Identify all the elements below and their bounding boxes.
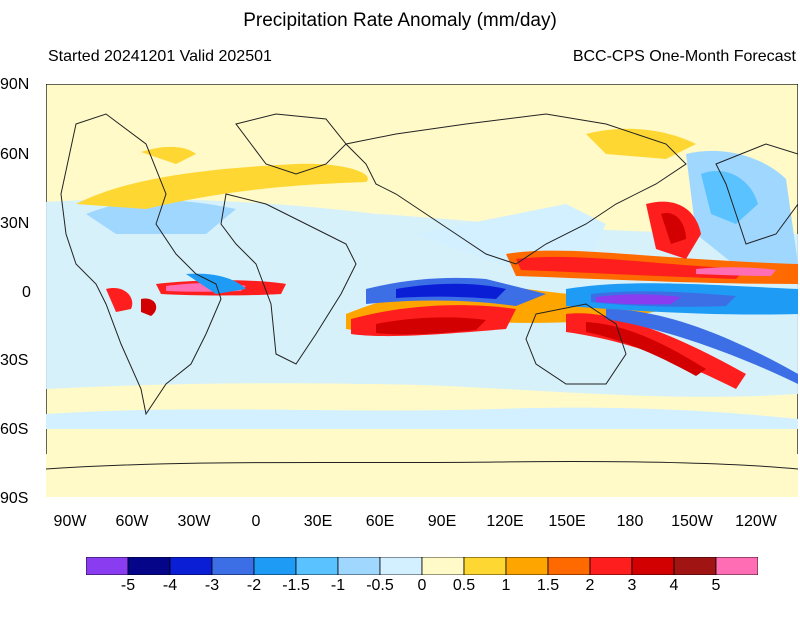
lon-label-60e: 60E: [365, 513, 395, 530]
lon-label-150w: 150W: [671, 513, 713, 530]
colorbar-label: -2: [246, 577, 262, 594]
colorbar-cell: [505, 557, 549, 575]
lon-label-30e: 30E: [303, 513, 333, 530]
colorbar-label: 5: [711, 577, 721, 594]
colorbar-cell: [463, 557, 507, 575]
lon-label-120e: 120E: [486, 513, 524, 530]
colorbar-label: -5: [120, 577, 136, 594]
colorbar-label: 0: [417, 577, 427, 594]
lon-label-90e: 90E: [427, 513, 457, 530]
colorbar-cell: [295, 557, 339, 575]
colorbar-cell: [547, 557, 591, 575]
lat-label-30s: 30S: [0, 352, 29, 369]
lat-label-30n: 30N: [0, 215, 30, 232]
lon-label-0: 0: [251, 513, 261, 530]
lon-label-60w: 60W: [115, 513, 149, 530]
colorbar-cell: [127, 557, 171, 575]
colorbar-cell: [86, 557, 129, 575]
colorbar-cell: [715, 557, 758, 575]
colorbar-label: 4: [669, 577, 679, 594]
colorbar-label: 2: [585, 577, 595, 594]
chart-title: Precipitation Rate Anomaly (mm/day): [243, 10, 557, 31]
colorbar-cell: [589, 557, 633, 575]
lat-label-60s: 60S: [0, 421, 29, 438]
colorbar-cell: [337, 557, 381, 575]
lat-label-60n: 60N: [0, 146, 30, 163]
lon-label-30w: 30W: [177, 513, 211, 530]
lat-label-eq: 0: [22, 284, 31, 301]
colorbar-label: -4: [162, 577, 178, 594]
colorbar-label: -1.5: [282, 577, 310, 594]
lon-label-90w: 90W: [53, 513, 87, 530]
colorbar-cell: [421, 557, 465, 575]
colorbar-label: -0.5: [366, 577, 394, 594]
colorbar-cell: [169, 557, 213, 575]
colorbar-label: 1: [501, 577, 511, 594]
colorbar-cell: [379, 557, 423, 575]
precip-anomaly-map: [46, 84, 798, 497]
lon-label-180: 180: [616, 513, 644, 530]
colorbar-label: 0.5: [452, 577, 476, 594]
lat-label-90n: 90N: [0, 76, 30, 93]
colorbar-label: -3: [204, 577, 220, 594]
colorbar: [86, 557, 758, 575]
colorbar-cell: [631, 557, 675, 575]
colorbar-cell: [673, 557, 717, 575]
forecast-source: BCC-CPS One-Month Forecast: [572, 48, 796, 65]
colorbar-label: -1: [330, 577, 346, 594]
colorbar-cell: [211, 557, 255, 575]
colorbar-cell: [253, 557, 297, 575]
forecast-start-valid: Started 20241201 Valid 202501: [48, 48, 272, 65]
colorbar-label: 3: [627, 577, 637, 594]
lon-label-120w: 120W: [735, 513, 777, 530]
lat-label-90s: 90S: [0, 490, 29, 507]
lon-label-150e: 150E: [548, 513, 586, 530]
colorbar-label: 1.5: [536, 577, 560, 594]
